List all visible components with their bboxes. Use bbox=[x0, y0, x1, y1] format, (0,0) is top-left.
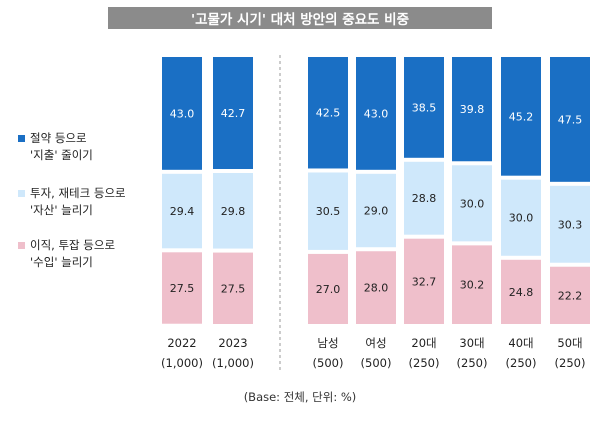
bar-segment-1-6 bbox=[501, 179, 541, 256]
bar-segment-2-4 bbox=[404, 238, 444, 324]
data-label-2-1: 27.5 bbox=[221, 282, 246, 295]
legend-item-assets: 투자, 재테크 등으로 '자산' 늘리기 bbox=[18, 185, 126, 219]
bar-segment-2-5 bbox=[452, 245, 492, 324]
bar-segment-0-5 bbox=[452, 57, 492, 162]
data-label-1-7: 30.3 bbox=[558, 218, 583, 231]
legend-label-income-line1: 이직, 투잡 등으로 bbox=[30, 238, 116, 252]
bar-segment-1-5 bbox=[452, 165, 492, 242]
data-label-0-0: 43.0 bbox=[170, 107, 195, 120]
bar-segment-1-4 bbox=[404, 161, 444, 235]
bar-segment-1-1 bbox=[213, 173, 253, 249]
category-base-4: (250) bbox=[409, 356, 440, 370]
category-label-1: 2023 bbox=[218, 336, 247, 350]
data-label-2-4: 32.7 bbox=[412, 275, 437, 288]
legend-label-spend-line2: '지출' 줄이기 bbox=[30, 148, 93, 162]
legend-item-income: 이직, 투잡 등으로 '수입' 늘리기 bbox=[18, 237, 115, 271]
data-label-1-0: 29.4 bbox=[170, 205, 195, 218]
legend-label-assets-line1: 투자, 재테크 등으로 bbox=[30, 186, 126, 200]
bar-segment-0-7 bbox=[550, 57, 590, 182]
bar-segment-2-7 bbox=[550, 266, 590, 324]
category-label-4: 20대 bbox=[411, 336, 436, 350]
data-label-2-6: 24.8 bbox=[509, 286, 534, 299]
legend-label-assets-line2: '자산' 늘리기 bbox=[30, 203, 93, 217]
legend-swatch-income bbox=[18, 242, 25, 249]
data-label-0-5: 39.8 bbox=[460, 103, 485, 116]
bar-segment-0-2 bbox=[308, 57, 348, 169]
bar-segment-1-3 bbox=[356, 173, 396, 248]
data-label-0-2: 42.5 bbox=[316, 107, 341, 120]
data-label-0-3: 43.0 bbox=[364, 107, 389, 120]
data-label-0-6: 45.2 bbox=[509, 110, 534, 123]
category-label-2: 남성 bbox=[317, 336, 338, 350]
data-label-2-7: 22.2 bbox=[558, 289, 583, 302]
data-label-0-1: 42.7 bbox=[221, 107, 246, 120]
data-label-2-5: 30.2 bbox=[460, 279, 485, 292]
legend-label-spend-line1: 절약 등으로 bbox=[30, 131, 87, 145]
data-label-1-1: 29.8 bbox=[221, 205, 246, 218]
legend-swatch-assets bbox=[18, 190, 25, 197]
bar-segment-1-2 bbox=[308, 172, 348, 250]
category-label-3: 여성 bbox=[365, 336, 386, 350]
bar-segment-0-1 bbox=[213, 57, 253, 170]
data-label-1-4: 28.8 bbox=[412, 192, 437, 205]
data-label-0-7: 47.5 bbox=[558, 113, 583, 126]
category-label-5: 30대 bbox=[459, 336, 484, 350]
legend-swatch-spend bbox=[18, 135, 25, 142]
data-label-0-4: 38.5 bbox=[412, 101, 437, 114]
legend-label-income-line2: '수입' 늘리기 bbox=[30, 255, 93, 269]
bar-segment-2-2 bbox=[308, 253, 348, 324]
bar-segment-2-6 bbox=[501, 259, 541, 324]
category-base-6: (250) bbox=[506, 356, 537, 370]
legend-item-spend: 절약 등으로 '지출' 줄이기 bbox=[18, 130, 93, 164]
bar-segment-0-4 bbox=[404, 57, 444, 158]
category-base-1: (1,000) bbox=[212, 356, 254, 370]
data-label-2-3: 28.0 bbox=[364, 282, 389, 295]
bar-segment-0-3 bbox=[356, 57, 396, 170]
data-label-2-2: 27.0 bbox=[316, 283, 341, 296]
data-label-1-5: 30.0 bbox=[460, 197, 485, 210]
category-label-6: 40대 bbox=[508, 336, 533, 350]
category-base-0: (1,000) bbox=[161, 356, 203, 370]
data-label-2-0: 27.5 bbox=[170, 282, 195, 295]
bar-segment-1-7 bbox=[550, 185, 590, 263]
bar-segment-1-0 bbox=[162, 173, 202, 249]
category-base-3: (500) bbox=[361, 356, 392, 370]
category-base-7: (250) bbox=[555, 356, 586, 370]
category-label-0: 2022 bbox=[167, 336, 196, 350]
category-label-7: 50대 bbox=[557, 336, 582, 350]
bar-segment-0-6 bbox=[501, 57, 541, 176]
data-label-1-3: 29.0 bbox=[364, 205, 389, 218]
bar-segment-2-1 bbox=[213, 252, 253, 324]
category-base-5: (250) bbox=[457, 356, 488, 370]
bar-segment-2-0 bbox=[162, 252, 202, 324]
category-base-2: (500) bbox=[313, 356, 344, 370]
data-label-1-6: 30.0 bbox=[509, 212, 534, 225]
chart-title: '고물가 시기' 대처 방안의 중요도 비중 bbox=[108, 7, 492, 29]
data-label-1-2: 30.5 bbox=[316, 205, 341, 218]
bar-segment-2-3 bbox=[356, 251, 396, 324]
bar-segment-0-0 bbox=[162, 57, 202, 170]
base-footnote: (Base: 전체, 단위: %) bbox=[243, 390, 357, 404]
